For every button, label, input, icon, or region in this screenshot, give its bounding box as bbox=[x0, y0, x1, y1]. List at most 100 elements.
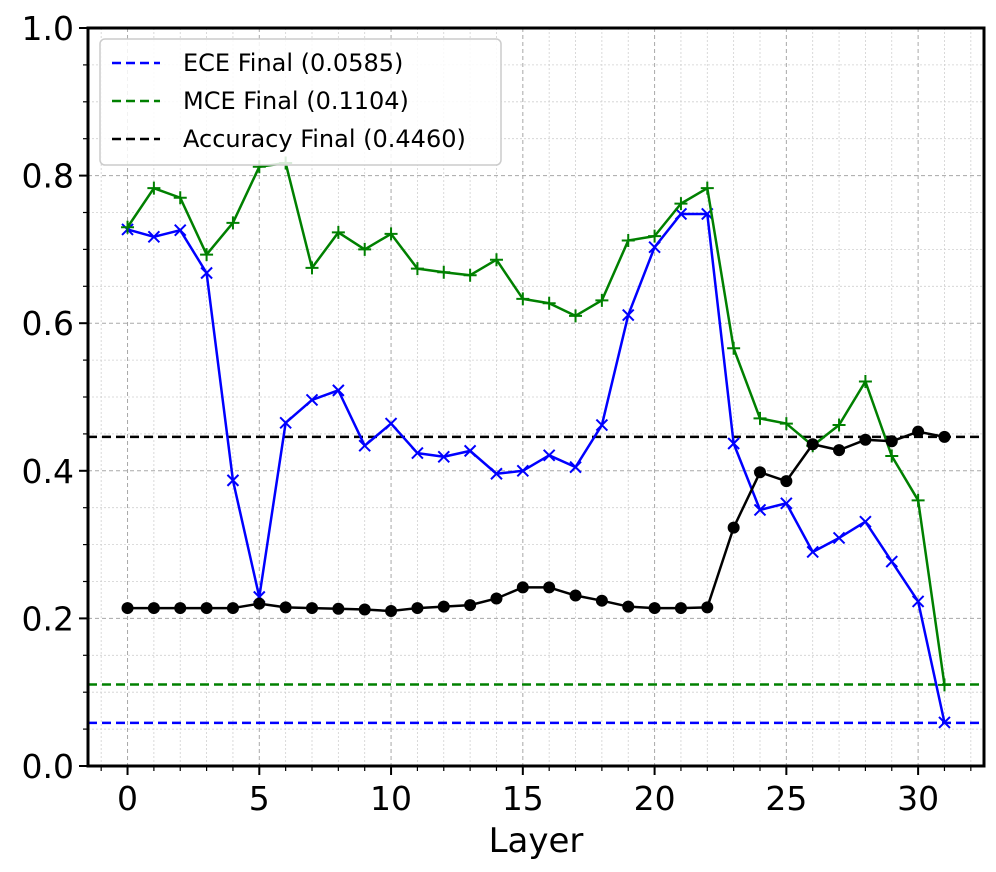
x-tick-label: 30 bbox=[897, 779, 939, 818]
reference-lines bbox=[88, 435, 984, 725]
data-point bbox=[331, 225, 345, 239]
data-point bbox=[332, 602, 345, 615]
data-point bbox=[305, 261, 319, 275]
data-point bbox=[806, 438, 819, 451]
data-point bbox=[832, 418, 846, 432]
data-point bbox=[358, 242, 372, 256]
data-point bbox=[121, 220, 135, 234]
data-point bbox=[516, 464, 530, 478]
data-point bbox=[411, 446, 424, 460]
data-point bbox=[622, 600, 635, 613]
data-point bbox=[648, 229, 662, 243]
data-point bbox=[463, 268, 477, 282]
data-point bbox=[121, 602, 134, 615]
data-point bbox=[937, 678, 951, 692]
data-point bbox=[595, 594, 608, 607]
series-2 bbox=[121, 425, 951, 618]
data-point bbox=[358, 439, 371, 452]
series-group bbox=[121, 156, 951, 729]
x-tick-label: 25 bbox=[765, 779, 807, 818]
data-point bbox=[147, 602, 160, 615]
data-point bbox=[253, 597, 266, 610]
data-point bbox=[463, 444, 477, 458]
data-point bbox=[226, 474, 240, 487]
x-tick-label: 0 bbox=[117, 779, 138, 818]
legend: ECE Final (0.0585) MCE Final (0.1104) Ac… bbox=[99, 38, 502, 166]
data-point bbox=[332, 384, 345, 397]
data-point bbox=[832, 531, 846, 545]
data-point bbox=[173, 191, 187, 205]
data-point bbox=[753, 503, 767, 517]
data-point bbox=[885, 435, 898, 448]
x-tick-label: 5 bbox=[249, 779, 270, 818]
data-point bbox=[147, 230, 161, 244]
data-point bbox=[912, 425, 925, 438]
data-point bbox=[859, 515, 872, 528]
data-point bbox=[595, 418, 609, 432]
y-tick-label: 1.0 bbox=[22, 9, 74, 48]
data-point bbox=[621, 234, 635, 248]
data-point bbox=[859, 433, 872, 446]
data-point bbox=[674, 197, 688, 211]
data-point bbox=[489, 253, 503, 267]
data-point bbox=[226, 602, 239, 615]
data-point bbox=[437, 600, 450, 613]
data-point bbox=[305, 393, 319, 407]
data-point bbox=[833, 444, 846, 457]
data-point bbox=[516, 292, 530, 306]
series-0 bbox=[121, 207, 951, 729]
tick-labels: 0 5 10 15 20 25 30 0.0 0.2 0.4 0.6 0.8 1.0 bbox=[22, 9, 940, 818]
series-line bbox=[127, 212, 946, 723]
data-point bbox=[780, 497, 793, 510]
data-point bbox=[779, 417, 793, 431]
data-point bbox=[648, 602, 661, 615]
data-point bbox=[200, 266, 213, 280]
data-point bbox=[938, 430, 951, 443]
data-point bbox=[727, 341, 741, 355]
legend-label-accuracy: Accuracy Final (0.4460) bbox=[183, 125, 466, 153]
data-point bbox=[437, 450, 450, 463]
data-point bbox=[516, 581, 529, 594]
data-point bbox=[754, 466, 766, 479]
data-point bbox=[622, 308, 635, 322]
data-point bbox=[885, 449, 899, 463]
data-point bbox=[542, 296, 556, 310]
data-point bbox=[569, 589, 582, 602]
data-point bbox=[911, 595, 925, 608]
data-point bbox=[358, 603, 371, 616]
data-point bbox=[437, 265, 451, 279]
data-point bbox=[858, 375, 872, 389]
data-point bbox=[885, 555, 898, 568]
data-point bbox=[701, 601, 714, 614]
data-point bbox=[780, 475, 793, 488]
y-tick-label: 0.4 bbox=[22, 452, 74, 491]
data-point bbox=[200, 248, 214, 262]
data-point bbox=[490, 467, 503, 480]
data-point bbox=[753, 411, 767, 425]
data-point bbox=[279, 416, 292, 430]
data-point bbox=[542, 449, 556, 462]
x-axis-label: Layer bbox=[489, 821, 584, 861]
legend-label-mce: MCE Final (0.1104) bbox=[183, 87, 409, 115]
data-point bbox=[385, 605, 398, 618]
y-tick-label: 0.2 bbox=[22, 599, 74, 638]
legend-label-ece: ECE Final (0.0585) bbox=[183, 49, 403, 77]
x-tick-label: 10 bbox=[370, 779, 412, 818]
data-point bbox=[174, 602, 187, 615]
data-point bbox=[938, 716, 951, 729]
data-point bbox=[490, 592, 503, 605]
ticks bbox=[79, 27, 972, 775]
data-point bbox=[700, 181, 714, 195]
y-tick-label: 0.6 bbox=[22, 304, 74, 343]
data-point bbox=[648, 240, 661, 254]
data-point bbox=[200, 602, 213, 615]
data-point bbox=[727, 437, 740, 450]
data-point bbox=[279, 601, 292, 614]
y-tick-label: 0.0 bbox=[22, 747, 74, 786]
data-point bbox=[569, 460, 582, 474]
data-point bbox=[569, 309, 583, 323]
data-point bbox=[543, 581, 556, 594]
data-point bbox=[147, 181, 161, 195]
data-point bbox=[727, 521, 740, 534]
